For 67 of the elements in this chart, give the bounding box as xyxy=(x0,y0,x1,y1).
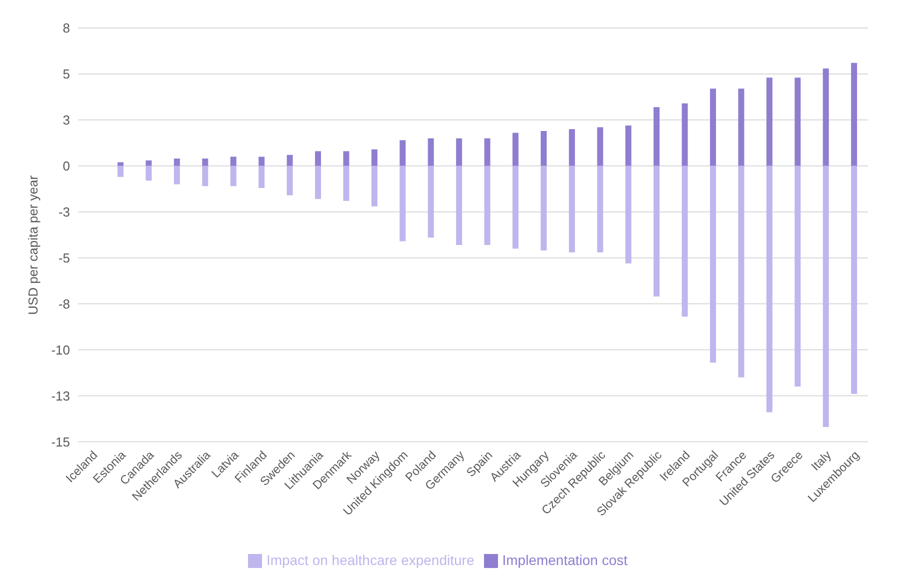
bar xyxy=(794,78,801,166)
bar xyxy=(682,103,688,166)
bar xyxy=(654,166,660,296)
bar xyxy=(428,138,434,166)
bar xyxy=(371,166,378,206)
bar xyxy=(682,166,688,317)
bar xyxy=(710,166,716,363)
y-tick-label: 0 xyxy=(62,158,70,174)
bar xyxy=(118,162,124,166)
bar xyxy=(400,166,406,242)
bar xyxy=(738,166,744,378)
y-tick-label: -13 xyxy=(51,388,70,404)
legend-label: Impact on healthcare expenditure xyxy=(266,552,474,568)
bar xyxy=(146,166,152,181)
y-tick-label: -8 xyxy=(58,296,70,312)
bar xyxy=(654,107,660,166)
y-axis-title: USD per capita per year xyxy=(26,174,41,315)
y-tick-label: -15 xyxy=(51,434,70,450)
bar xyxy=(315,151,321,166)
bar xyxy=(456,166,462,245)
bar xyxy=(202,158,208,166)
bar xyxy=(400,140,406,166)
bar xyxy=(597,166,604,252)
bar xyxy=(315,166,321,199)
y-tick-label: 8 xyxy=(62,20,70,36)
bar xyxy=(202,166,208,186)
bar xyxy=(822,166,829,427)
bar xyxy=(371,149,378,166)
bar xyxy=(258,166,265,188)
bar xyxy=(484,138,490,166)
bar xyxy=(146,160,152,166)
bar xyxy=(851,166,858,394)
bar xyxy=(851,62,858,166)
bar xyxy=(766,166,772,412)
bar xyxy=(794,166,801,387)
bar xyxy=(822,68,829,166)
bar xyxy=(286,154,293,166)
bar xyxy=(286,166,293,196)
bar xyxy=(710,88,716,166)
y-tick-label: -3 xyxy=(58,204,70,220)
bar xyxy=(597,127,604,166)
bar xyxy=(230,166,236,186)
y-tick-label: 5 xyxy=(62,66,70,82)
bar xyxy=(343,166,350,201)
bar xyxy=(174,166,180,184)
bar xyxy=(118,166,124,177)
y-tick-label: -10 xyxy=(51,342,70,358)
bar xyxy=(625,166,632,264)
bar xyxy=(738,88,744,166)
bar xyxy=(766,78,772,166)
bar xyxy=(568,129,575,166)
bar xyxy=(456,138,462,166)
bar xyxy=(512,132,518,166)
bar xyxy=(540,166,547,250)
bar xyxy=(428,166,434,238)
legend-label: Implementation cost xyxy=(502,552,628,568)
bar xyxy=(625,125,632,166)
bar xyxy=(343,151,350,166)
bar xyxy=(174,158,180,166)
bar xyxy=(568,166,575,252)
y-tick-label: 3 xyxy=(62,112,70,128)
bar xyxy=(230,156,236,166)
bar xyxy=(484,166,490,245)
bar xyxy=(258,156,265,166)
y-tick-label: -5 xyxy=(58,250,70,266)
bar xyxy=(512,166,518,249)
bar xyxy=(540,130,547,166)
